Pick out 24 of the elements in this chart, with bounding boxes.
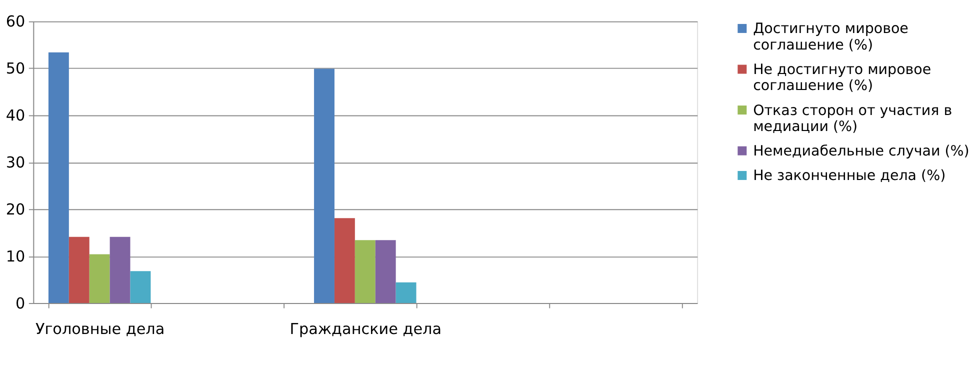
bar	[48, 52, 69, 304]
y-tick-label: 60	[6, 12, 26, 31]
x-tick-label: Гражданские дела	[290, 320, 442, 338]
legend-label: Не достигнуто мировое соглашение (%)	[753, 62, 932, 94]
legend-label: Не законченные дела (%)	[753, 168, 946, 184]
y-tick-label: 30	[6, 153, 26, 172]
legend-label: Немедиабельные случаи (%)	[753, 144, 970, 160]
y-tick-label: 20	[6, 200, 26, 218]
legend-label: Достигнуто мировое соглашение (%)	[753, 21, 908, 54]
x-tick-label: Уголовные дела	[35, 320, 165, 338]
legend-label: Отказ сторон от участия в медиации (%)	[753, 102, 952, 135]
bar	[375, 240, 396, 304]
bar	[89, 254, 110, 304]
bar	[396, 282, 416, 304]
bar	[110, 236, 130, 304]
y-tick-label: 50	[6, 60, 26, 78]
bar	[314, 68, 334, 304]
y-tick-label: 0	[15, 294, 26, 312]
y-tick-label: 40	[6, 106, 26, 124]
y-tick-label: 10	[6, 247, 26, 266]
bar	[68, 236, 90, 304]
bar	[354, 240, 376, 304]
bar	[334, 218, 355, 304]
bar	[130, 271, 151, 304]
